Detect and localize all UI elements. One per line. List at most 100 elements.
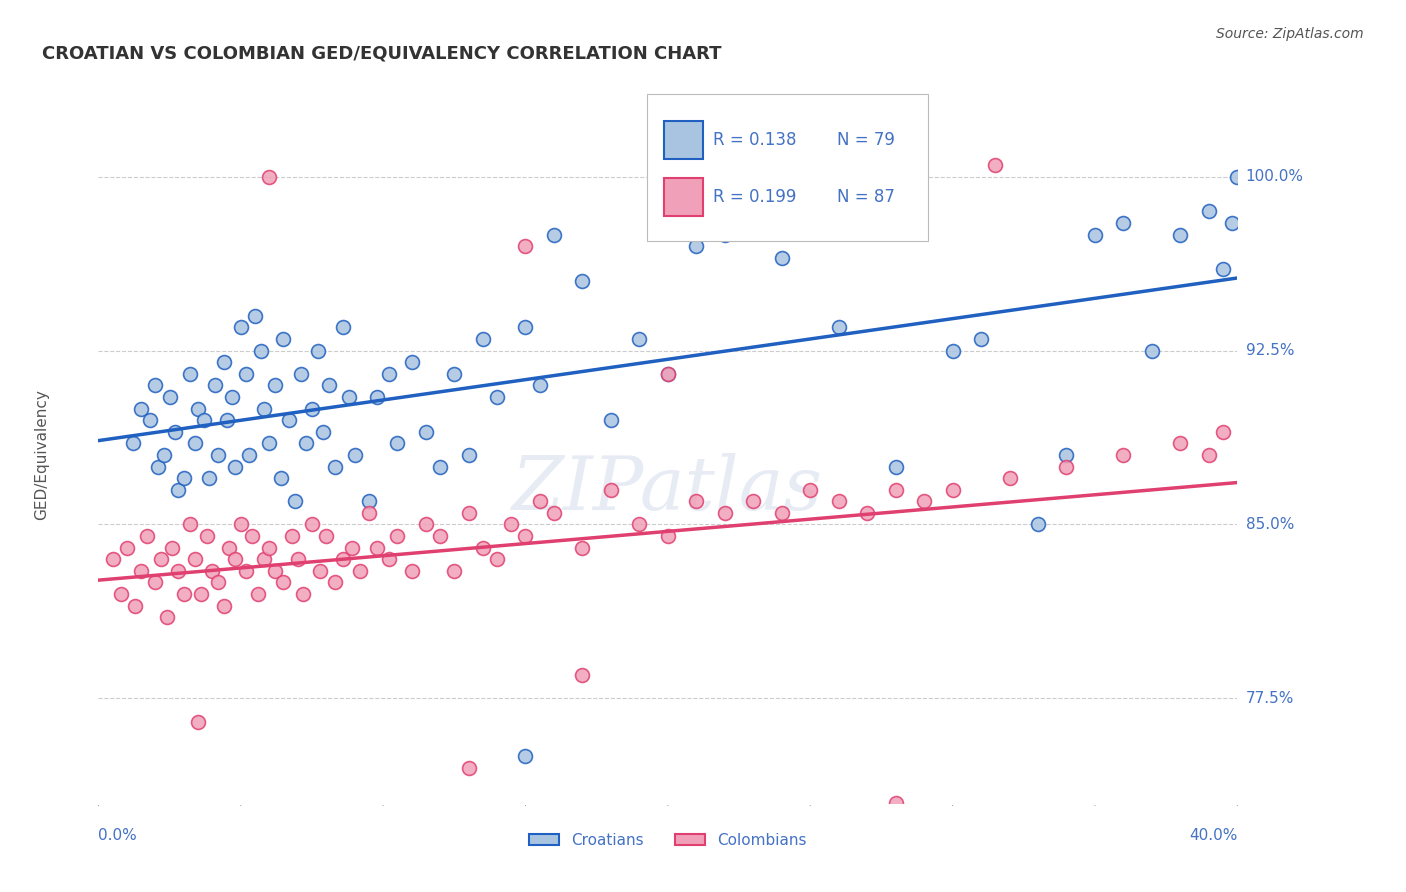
Point — [543, 227, 565, 242]
Point — [101, 552, 124, 566]
Point — [1026, 517, 1049, 532]
Point — [273, 332, 295, 346]
Point — [229, 517, 252, 532]
Point — [264, 378, 287, 392]
Point — [529, 378, 551, 392]
Point — [443, 367, 465, 381]
Point — [471, 541, 494, 555]
Point — [1220, 216, 1243, 230]
Point — [1170, 436, 1192, 450]
Point — [215, 413, 238, 427]
Point — [278, 413, 301, 427]
Point — [378, 552, 401, 566]
Point — [301, 401, 323, 416]
Point — [323, 459, 346, 474]
Point — [207, 448, 229, 462]
Text: N = 87: N = 87 — [837, 188, 894, 206]
Point — [204, 378, 226, 392]
Point — [121, 436, 143, 450]
Point — [600, 413, 623, 427]
Point — [742, 204, 765, 219]
Point — [349, 564, 371, 578]
Point — [371, 830, 394, 845]
Point — [224, 552, 246, 566]
Point — [357, 506, 380, 520]
Point — [252, 552, 274, 566]
Point — [153, 448, 176, 462]
Point — [162, 541, 184, 555]
Point — [443, 564, 465, 578]
Point — [657, 367, 679, 381]
Point — [235, 564, 257, 578]
Point — [486, 552, 509, 566]
Point — [145, 575, 167, 590]
Point — [571, 541, 593, 555]
Point — [1212, 262, 1234, 277]
Point — [190, 587, 212, 601]
Point — [486, 390, 509, 404]
Point — [259, 541, 281, 555]
Point — [714, 227, 737, 242]
Point — [770, 251, 793, 265]
Point — [515, 320, 537, 334]
Point — [828, 320, 851, 334]
Point — [457, 448, 479, 462]
Point — [799, 483, 821, 497]
Point — [165, 425, 187, 439]
Point — [323, 575, 346, 590]
Point — [270, 471, 292, 485]
Point — [135, 529, 157, 543]
Point — [295, 436, 318, 450]
Text: Source: ZipAtlas.com: Source: ZipAtlas.com — [1216, 27, 1364, 41]
Point — [173, 471, 195, 485]
Point — [543, 506, 565, 520]
Point — [156, 610, 179, 624]
Point — [657, 367, 679, 381]
Text: ZIPatlas: ZIPatlas — [512, 453, 824, 526]
Point — [415, 425, 437, 439]
Point — [457, 761, 479, 775]
Point — [515, 529, 537, 543]
Point — [742, 494, 765, 508]
Point — [984, 158, 1007, 172]
Point — [124, 599, 146, 613]
Point — [1112, 819, 1135, 833]
Point — [249, 343, 271, 358]
Point — [628, 517, 651, 532]
Point — [129, 564, 152, 578]
Point — [167, 564, 190, 578]
Point — [315, 529, 337, 543]
Point — [600, 483, 623, 497]
Point — [856, 506, 879, 520]
Point — [1112, 216, 1135, 230]
Point — [387, 436, 409, 450]
Point — [529, 494, 551, 508]
Point — [685, 494, 707, 508]
Point — [340, 541, 363, 555]
Point — [184, 436, 207, 450]
Point — [198, 471, 221, 485]
Text: 92.5%: 92.5% — [1246, 343, 1294, 358]
Point — [264, 564, 287, 578]
Point — [657, 529, 679, 543]
Point — [145, 378, 167, 392]
Point — [1212, 425, 1234, 439]
Point — [343, 448, 366, 462]
Point — [912, 494, 935, 508]
Text: CROATIAN VS COLOMBIAN GED/EQUIVALENCY CORRELATION CHART: CROATIAN VS COLOMBIAN GED/EQUIVALENCY CO… — [42, 45, 721, 62]
Point — [571, 274, 593, 288]
Point — [942, 343, 965, 358]
Text: R = 0.138: R = 0.138 — [713, 131, 796, 149]
Point — [998, 471, 1021, 485]
Point — [1226, 169, 1249, 184]
Point — [357, 494, 380, 508]
Point — [884, 796, 907, 810]
Point — [1056, 448, 1078, 462]
Point — [159, 390, 181, 404]
Point — [212, 599, 235, 613]
Point — [501, 517, 523, 532]
Point — [628, 332, 651, 346]
Point — [970, 332, 993, 346]
Text: 0.0%: 0.0% — [98, 828, 138, 843]
Text: N = 79: N = 79 — [837, 131, 894, 149]
